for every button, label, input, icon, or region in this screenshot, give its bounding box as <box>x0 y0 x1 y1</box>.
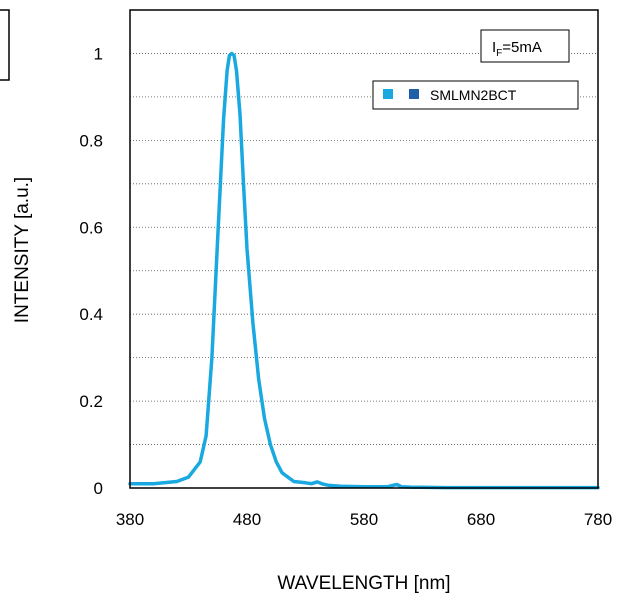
y-tick-label: 0.4 <box>79 305 103 324</box>
x-tick-label: 680 <box>467 510 495 529</box>
left-edge-box-fragment <box>0 9 10 81</box>
plot-area-frame <box>129 9 599 489</box>
legend-label: SMLMN2BCT <box>430 87 517 103</box>
current-annotation: IF=5mA <box>480 29 570 63</box>
legend-box <box>372 80 579 110</box>
series-group <box>128 51 600 490</box>
series-line <box>128 51 600 490</box>
y-tick-label: 0 <box>94 479 103 498</box>
x-axis-title: WAVELENGTH [nm] <box>277 573 450 594</box>
annotation-prefix: I <box>492 39 496 56</box>
y-tick-label: 0.8 <box>79 131 103 150</box>
x-tick-label: 580 <box>350 510 378 529</box>
y-tick-label: 0.2 <box>79 392 103 411</box>
y-axis-title: INTENSITY [a.u.] <box>12 177 33 323</box>
legend-swatch-dark <box>409 89 419 99</box>
x-tick-label: 480 <box>233 510 261 529</box>
x-tick-label: 380 <box>116 510 144 529</box>
x-tick-labels: 380 480 580 680 780 <box>116 510 612 529</box>
annotation-box <box>480 29 570 63</box>
legend-swatch-light <box>383 89 393 99</box>
legend: SMLMN2BCT <box>372 80 579 110</box>
y-tick-label: 1 <box>94 44 103 63</box>
svg-text:IF=5mA: IF=5mA <box>492 39 542 59</box>
x-tick-label: 780 <box>584 510 612 529</box>
y-tick-label: 0.6 <box>79 218 103 237</box>
annotation-subscript: F <box>496 48 502 59</box>
gridlines <box>130 53 598 445</box>
y-tick-labels: 0 0.2 0.4 0.6 0.8 1 <box>79 44 103 498</box>
annotation-suffix: =5mA <box>502 39 542 56</box>
